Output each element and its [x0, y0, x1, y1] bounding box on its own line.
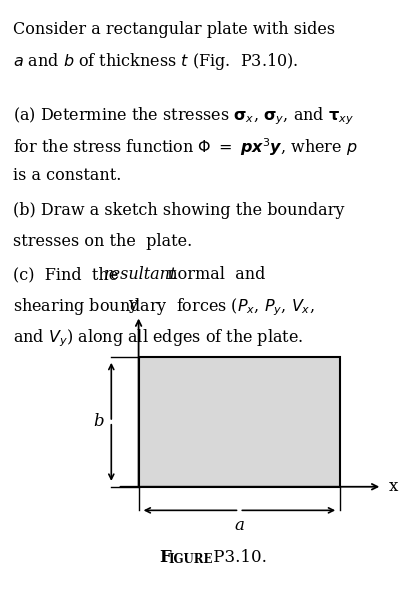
- Text: shearing boundary  forces ($P_{x}$, $P_{y}$, $V_{x}$,: shearing boundary forces ($P_{x}$, $P_{y…: [13, 297, 314, 319]
- Text: Consider a rectangular plate with sides: Consider a rectangular plate with sides: [13, 21, 335, 38]
- Text: (a) Determine the stresses $\mathbf{\sigma}_{x}$, $\mathbf{\sigma}_{y}$, and $\m: (a) Determine the stresses $\mathbf{\sig…: [13, 106, 354, 127]
- Text: normal  and: normal and: [157, 266, 265, 283]
- Text: IGURE: IGURE: [169, 553, 213, 566]
- Text: P3.10.: P3.10.: [208, 549, 267, 566]
- Text: F: F: [160, 549, 171, 566]
- Text: and $V_{y}$) along all edges of the plate.: and $V_{y}$) along all edges of the plat…: [13, 327, 303, 349]
- Text: b: b: [93, 414, 104, 430]
- Text: for the stress function $\Phi$ $=$ $\boldsymbol{px}^{3}\boldsymbol{y}$, where $p: for the stress function $\Phi$ $=$ $\bol…: [13, 136, 357, 158]
- Text: is a constant.: is a constant.: [13, 167, 121, 184]
- Text: stresses on the  plate.: stresses on the plate.: [13, 233, 192, 250]
- Text: (c)  Find  the: (c) Find the: [13, 266, 128, 283]
- Text: y: y: [128, 296, 137, 313]
- Text: resultant: resultant: [104, 266, 177, 283]
- Text: a: a: [234, 517, 244, 533]
- Text: $a$ and $b$ of thickness $t$ (Fig.  P3.10).: $a$ and $b$ of thickness $t$ (Fig. P3.10…: [13, 51, 298, 73]
- Text: (b) Draw a sketch showing the boundary: (b) Draw a sketch showing the boundary: [13, 202, 344, 219]
- Bar: [139, 357, 340, 487]
- Text: x: x: [388, 478, 398, 495]
